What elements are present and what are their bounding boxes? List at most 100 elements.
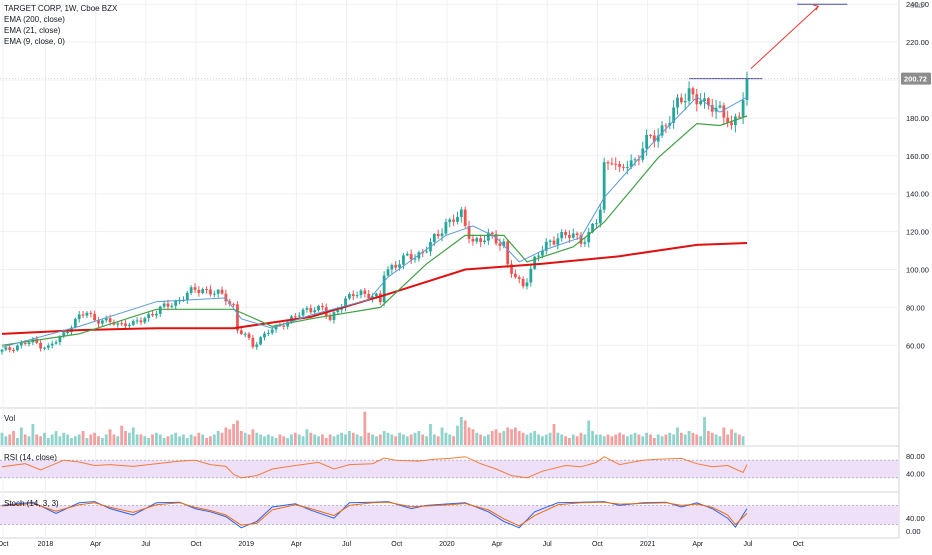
y-tick-label: 60.00 <box>906 341 925 350</box>
candle <box>378 293 382 303</box>
volume-bar <box>93 432 97 445</box>
volume-bar <box>243 432 247 445</box>
candle <box>610 163 614 165</box>
ema9-legend[interactable]: EMA (9, close, 0) <box>4 37 65 46</box>
volume-bar <box>367 432 371 445</box>
volume-bar <box>633 432 637 445</box>
volume-bar <box>525 434 529 445</box>
volume-bar <box>471 429 475 445</box>
candle <box>197 289 201 293</box>
candle <box>548 240 552 242</box>
candle <box>247 333 251 338</box>
candle <box>23 342 27 344</box>
candle <box>131 321 135 325</box>
candle <box>730 122 733 126</box>
x-tick-label: Apr <box>291 541 303 548</box>
volume-label[interactable]: Vol <box>4 414 16 423</box>
volume-bar <box>529 432 533 445</box>
volume-bar <box>100 438 104 445</box>
volume-bar <box>201 434 205 445</box>
volume-bar <box>70 438 73 445</box>
ema21-legend[interactable]: EMA (21, close) <box>4 26 61 35</box>
candle <box>471 238 475 242</box>
volume-bar <box>672 434 676 445</box>
volume-bar <box>178 436 181 445</box>
candle <box>726 117 730 123</box>
candle <box>436 233 440 237</box>
candle <box>348 294 351 299</box>
volume-bar <box>139 434 143 445</box>
candle <box>544 241 548 251</box>
candle <box>209 289 212 295</box>
candle <box>216 289 220 294</box>
volume-bar <box>351 432 355 445</box>
symbol-title[interactable]: TARGET CORP, 1W, Cboe BZX <box>4 4 118 13</box>
candle <box>266 332 270 334</box>
stoch-label[interactable]: Stoch (14, 3, 3) <box>4 499 59 508</box>
volume-bar <box>448 434 452 445</box>
candle <box>629 160 633 168</box>
volume-bar <box>0 432 4 445</box>
candle <box>185 292 189 301</box>
candle <box>652 135 656 142</box>
volume-bar <box>541 436 544 445</box>
candle <box>625 167 629 169</box>
volume-bar <box>62 432 66 445</box>
volume-bar <box>386 432 390 445</box>
candle <box>622 166 625 168</box>
candle <box>664 125 668 127</box>
candle <box>537 255 540 257</box>
candle <box>8 347 12 350</box>
ema200-legend[interactable]: EMA (200, close) <box>4 15 65 24</box>
volume-bar <box>320 434 324 445</box>
volume-bar <box>436 436 440 445</box>
x-tick-label: 2021 <box>640 541 656 548</box>
volume-bar <box>490 431 494 445</box>
volume-bar <box>263 436 266 445</box>
candle <box>297 315 301 317</box>
volume-bar <box>425 436 428 445</box>
candle <box>533 256 537 269</box>
candle <box>73 319 77 328</box>
candle <box>255 344 259 347</box>
volume-bar <box>112 434 116 445</box>
volume-bar <box>147 438 151 445</box>
volume-bar <box>722 427 726 445</box>
volume-bar <box>27 436 31 445</box>
volume-bar <box>251 429 255 445</box>
volume-bar <box>676 427 679 445</box>
rsi-label[interactable]: RSI (14, close) <box>4 453 57 462</box>
volume-bar <box>718 436 722 445</box>
candle <box>178 300 181 302</box>
price-axis: 60.00 80.00 100.00 120.00 140.00 160.00 180.00… <box>901 0 931 536</box>
volume-bar <box>402 434 405 445</box>
y-tick-label: 100.00 <box>906 266 929 275</box>
volume-bar <box>309 432 313 445</box>
candle <box>89 312 93 314</box>
volume-bar <box>278 434 282 445</box>
volume-bar <box>683 434 687 445</box>
volume-bar <box>390 434 394 445</box>
x-tick-label: Oct <box>592 541 603 548</box>
x-tick-label: 2020 <box>439 541 455 548</box>
projection-arrow <box>750 5 819 69</box>
y-tick-label: 240.00 <box>906 0 929 9</box>
volume-bar <box>19 427 23 445</box>
volume-bar <box>734 432 737 445</box>
volume-bar <box>39 436 42 445</box>
candle <box>124 323 127 327</box>
candle <box>108 318 112 323</box>
volume-bar <box>297 434 301 445</box>
candle <box>695 94 699 105</box>
x-tick-label: Apr <box>90 541 102 548</box>
volume-bar <box>595 434 598 445</box>
time-axis: Oct 2018 Apr Jul Oct 2019 Apr Jul Oct 2020 Apr Jul O… <box>0 541 804 548</box>
volume-bar <box>174 432 178 445</box>
candle <box>587 232 591 243</box>
x-tick-label: Jul <box>744 541 753 548</box>
volume-bar <box>4 436 8 445</box>
candle <box>382 275 386 303</box>
volume-bar <box>521 432 525 445</box>
